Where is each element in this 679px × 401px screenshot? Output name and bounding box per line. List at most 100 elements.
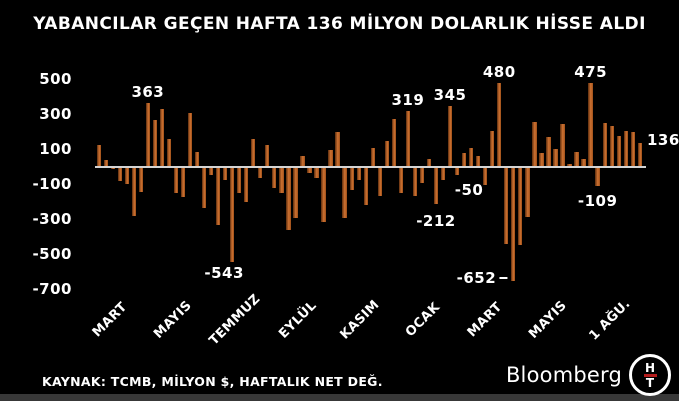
bar [131, 166, 136, 217]
bar [180, 166, 186, 198]
bar [201, 166, 207, 208]
bar-value-label: 363 [131, 82, 165, 101]
bar [447, 106, 453, 167]
bar [377, 166, 382, 197]
bar [426, 158, 432, 167]
y-tick-label: 500 [39, 70, 72, 88]
bar [602, 122, 607, 167]
bloomberg-ht-logo: Bloomberg H T [506, 354, 671, 396]
bar [518, 166, 523, 246]
bar [637, 142, 642, 167]
source-note: KAYNAK: TCMB, MİLYON $, HAFTALIK NET DEĞ… [42, 374, 383, 389]
bar-value-label: 480 [482, 62, 516, 81]
chart-title: YABANCILAR GEÇEN HAFTA 136 MİLYON DOLARL… [33, 14, 646, 34]
bar [187, 113, 193, 167]
bar [468, 148, 474, 167]
bar [391, 119, 396, 167]
bar [370, 148, 375, 167]
bar [237, 166, 242, 193]
bar [96, 144, 101, 167]
x-axis-label: KASIM [337, 297, 383, 343]
bar [356, 166, 361, 180]
x-axis-label: TEMMUZ [206, 291, 264, 349]
label-pointer-dash [499, 277, 508, 280]
bar [588, 83, 593, 167]
bar [349, 166, 354, 191]
bar [623, 130, 628, 167]
x-axis-label: MART [464, 299, 506, 341]
bar [279, 166, 284, 193]
bar [546, 136, 551, 167]
y-tick-label: -300 [32, 210, 72, 228]
bar-value-label: -212 [416, 211, 456, 230]
bar [595, 166, 600, 186]
bar [145, 102, 150, 167]
bar [440, 166, 446, 180]
bar [117, 166, 122, 182]
bar [454, 166, 460, 176]
bar-value-label: -109 [577, 191, 618, 210]
x-axis-label: OCAK [402, 299, 443, 341]
x-axis-label: 1 AĞU. [586, 296, 634, 344]
bar [532, 121, 537, 167]
bar-value-label: -50 [454, 181, 484, 200]
ht-logo-t: T [645, 375, 655, 390]
bar [293, 166, 298, 219]
bar-value-label: 475 [574, 63, 608, 82]
bar [321, 166, 326, 222]
bar [166, 138, 172, 167]
bar [476, 156, 481, 167]
bar [630, 132, 635, 167]
bar-value-label: 345 [433, 86, 467, 105]
bar [244, 166, 249, 202]
bar [194, 151, 200, 167]
ht-logo-icon: H T [629, 354, 671, 396]
bar [384, 141, 389, 167]
bar-value-label: -652 [457, 270, 508, 286]
bar [525, 166, 530, 218]
bar [511, 166, 516, 281]
bar [412, 166, 418, 197]
bar-value-label: -543 [204, 263, 244, 282]
bar [286, 166, 291, 230]
bar [215, 166, 221, 226]
bar [581, 158, 586, 167]
y-tick-label: -500 [32, 245, 72, 263]
x-axis-label: EYLÜL [275, 298, 320, 342]
bloomberg-wordmark: Bloomberg [505, 363, 622, 387]
bar [159, 108, 165, 167]
bar [124, 166, 129, 184]
bar [497, 82, 502, 167]
bar [483, 166, 488, 185]
y-tick-label: 100 [39, 140, 72, 158]
bar [553, 149, 558, 167]
bar [335, 131, 340, 167]
x-axis-label: MAYIS [525, 298, 570, 342]
bar [616, 135, 621, 167]
x-axis-label: MAYIS [150, 298, 195, 342]
bar [539, 152, 544, 167]
bar [265, 144, 270, 167]
bar [405, 110, 411, 167]
bar [419, 166, 425, 184]
bar [314, 166, 319, 178]
bar [567, 163, 572, 167]
bar [461, 153, 467, 167]
ht-logo-red-bar-icon [643, 373, 657, 377]
bar [307, 166, 312, 173]
bar [258, 166, 263, 178]
y-tick-label: -700 [32, 280, 72, 298]
bar [490, 130, 495, 167]
footer-strip [0, 394, 679, 401]
bar [230, 166, 235, 262]
bar [328, 149, 333, 167]
ht-logo-h: H [644, 360, 656, 375]
bar [363, 166, 368, 205]
bar [173, 166, 179, 193]
bar [251, 139, 256, 167]
bar [103, 159, 108, 167]
bar [342, 166, 347, 219]
x-axis-label: MART [89, 299, 131, 341]
bar [300, 156, 305, 167]
